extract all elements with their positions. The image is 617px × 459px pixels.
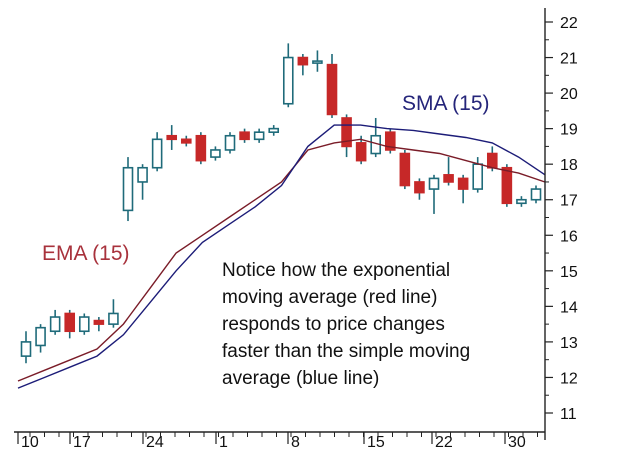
ema-label: EMA (15) <box>42 242 130 265</box>
candle-body <box>253 131 265 141</box>
candle-body <box>341 117 352 148</box>
y-tick-label: 22 <box>560 15 578 32</box>
y-tick-label: 15 <box>560 264 578 281</box>
candle-body <box>326 63 338 116</box>
candle-body <box>93 319 105 325</box>
candle-body <box>501 166 513 205</box>
y-tick-label: 11 <box>560 406 577 423</box>
candle-body <box>530 188 542 201</box>
y-tick-label: 13 <box>560 335 578 352</box>
x-tick-label: 10 <box>21 434 39 451</box>
candle-body <box>239 131 250 141</box>
candle-body <box>210 149 221 158</box>
candle-body <box>428 177 440 190</box>
y-tick-label: 17 <box>560 193 578 210</box>
candle-body <box>64 312 76 333</box>
x-tick-label: 15 <box>367 434 385 451</box>
annotation-line-4: faster than the simple moving <box>222 341 470 362</box>
candle-body <box>486 152 498 169</box>
x-tick-label: 30 <box>508 434 526 451</box>
candle-body <box>443 174 454 183</box>
x-tick-label: 24 <box>146 434 164 451</box>
candle-body <box>384 131 396 151</box>
y-tick-label: 18 <box>560 157 578 174</box>
annotation-line-5: average (blue line) <box>222 368 379 389</box>
annotation-line-1: Notice how the exponential <box>222 260 450 281</box>
candle-body <box>180 138 192 144</box>
candle-body <box>399 152 411 187</box>
candle-body <box>151 138 163 169</box>
candle-body <box>297 56 309 66</box>
y-tick-label: 16 <box>560 228 578 245</box>
candle-body <box>268 127 280 133</box>
annotation-line-2: moving average (red line) <box>222 287 437 308</box>
candle-body <box>49 316 61 333</box>
x-tick-label: 8 <box>291 434 300 451</box>
x-tick-label: 17 <box>73 434 91 451</box>
y-tick-label: 20 <box>560 86 578 103</box>
candle-body <box>78 316 90 333</box>
candle-body <box>20 341 32 357</box>
candle-body <box>195 134 207 162</box>
x-tick-label: 1 <box>219 434 228 451</box>
y-tick-label: 19 <box>560 122 578 139</box>
candle-body <box>312 60 323 64</box>
candle-body <box>472 163 484 190</box>
candle-body <box>166 134 178 141</box>
candle-body <box>137 166 148 183</box>
y-tick-label: 21 <box>560 51 578 68</box>
annotation-line-3: responds to price changes <box>222 314 445 335</box>
candle-body <box>35 326 46 347</box>
sma-line <box>17 124 546 389</box>
candle-body <box>414 181 425 194</box>
sma-label: SMA (15) <box>402 92 490 115</box>
plot-area <box>17 43 546 389</box>
candle-body <box>355 142 367 162</box>
candle-body <box>224 134 236 151</box>
candle-body <box>282 56 294 105</box>
candle-body <box>516 198 527 205</box>
ema-line <box>17 138 546 382</box>
y-tick-label: 14 <box>560 299 578 316</box>
y-tick-label: 12 <box>560 370 578 387</box>
annotation-text: Notice how the exponential moving averag… <box>222 260 475 389</box>
candle-body <box>122 166 134 212</box>
candle-body <box>457 177 469 190</box>
candle-body <box>108 312 119 325</box>
x-tick-label: 22 <box>435 434 453 451</box>
